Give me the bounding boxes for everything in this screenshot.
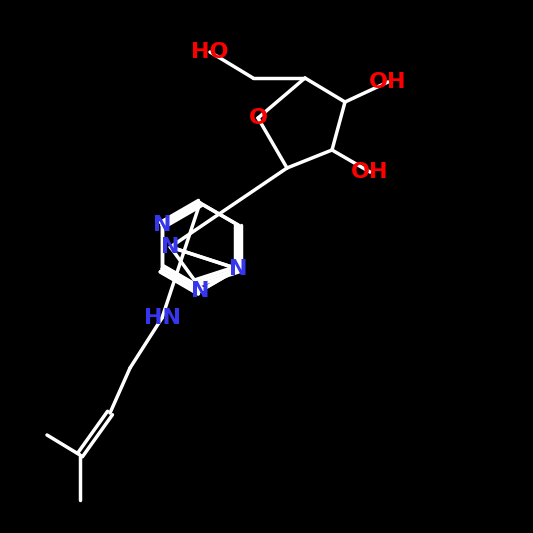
Text: HN: HN	[143, 308, 181, 328]
Text: N: N	[191, 281, 209, 301]
Text: N: N	[161, 237, 180, 257]
Text: O: O	[248, 108, 268, 128]
Text: OH: OH	[351, 162, 389, 182]
Text: N: N	[152, 215, 171, 235]
Text: OH: OH	[369, 72, 407, 92]
Text: N: N	[229, 259, 247, 279]
Text: HO: HO	[191, 42, 229, 62]
